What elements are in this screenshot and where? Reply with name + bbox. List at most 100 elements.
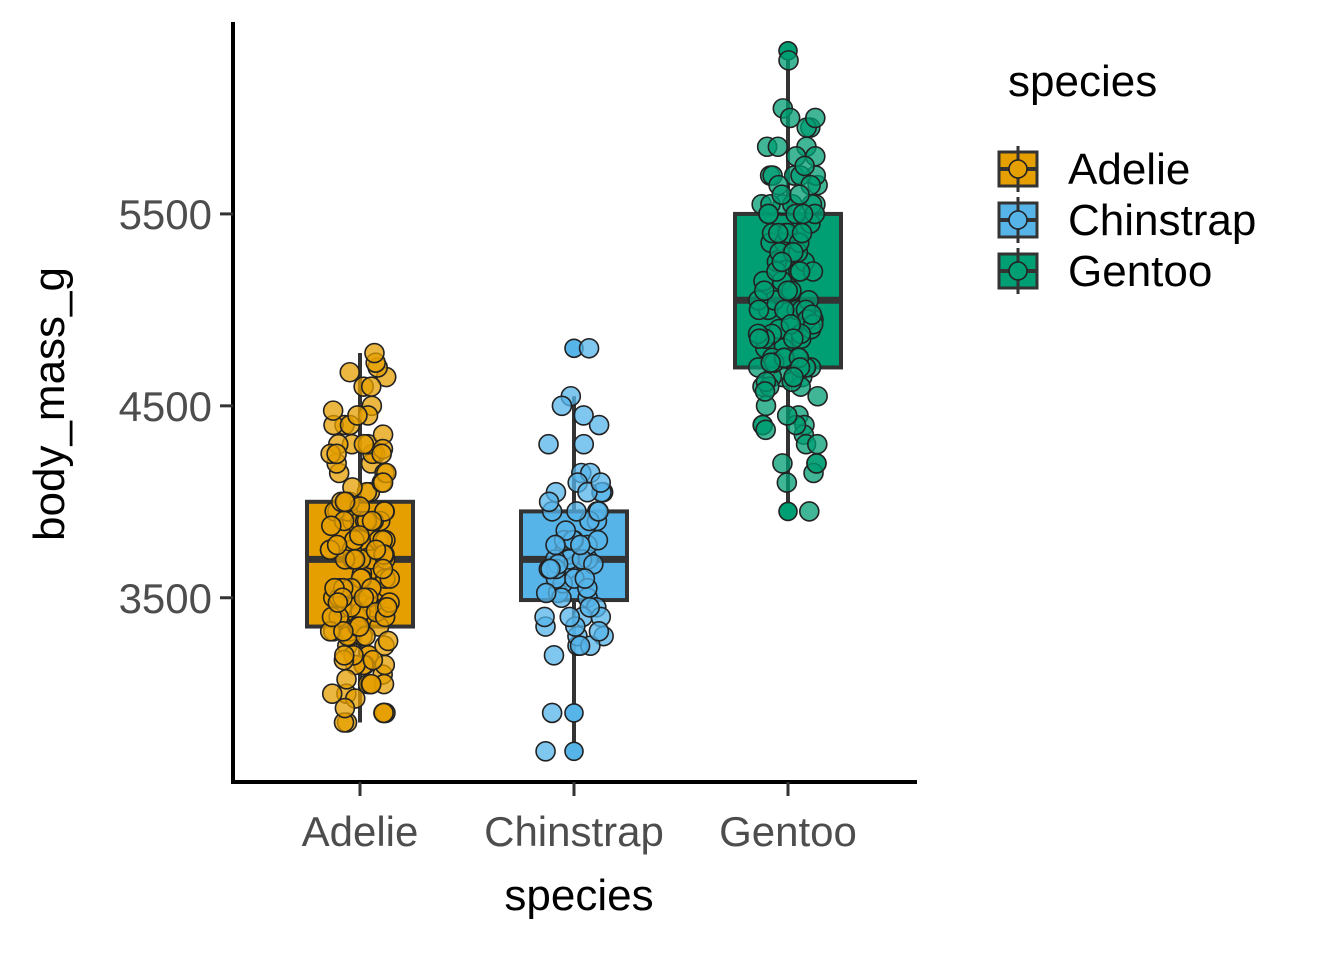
data-point bbox=[579, 597, 601, 618]
data-point bbox=[789, 261, 811, 282]
outlier-point bbox=[564, 703, 584, 723]
data-point bbox=[344, 549, 366, 570]
data-point bbox=[559, 606, 581, 628]
plot-area bbox=[305, 40, 843, 762]
data-point bbox=[535, 740, 556, 762]
data-point bbox=[373, 702, 394, 724]
data-point bbox=[776, 472, 798, 493]
data-point bbox=[777, 280, 798, 301]
data-point bbox=[771, 184, 793, 206]
data-point bbox=[748, 328, 770, 349]
data-point bbox=[783, 366, 804, 388]
data-point bbox=[372, 558, 394, 580]
data-point bbox=[336, 669, 357, 690]
data-point bbox=[371, 443, 392, 465]
data-point bbox=[566, 501, 587, 522]
data-point bbox=[801, 304, 823, 325]
data-point bbox=[771, 251, 793, 273]
data-point bbox=[333, 645, 355, 666]
data-point bbox=[353, 433, 375, 455]
data-point bbox=[587, 529, 609, 551]
data-point bbox=[327, 592, 349, 613]
data-point bbox=[360, 376, 382, 397]
legend-point bbox=[1008, 159, 1028, 179]
data-point bbox=[534, 606, 555, 628]
data-point bbox=[322, 400, 344, 421]
data-point bbox=[588, 501, 609, 522]
data-point bbox=[326, 534, 348, 556]
data-point bbox=[365, 539, 387, 561]
legend-label: Adelie bbox=[1068, 145, 1190, 194]
data-point bbox=[792, 203, 814, 225]
data-point bbox=[320, 515, 342, 537]
data-point bbox=[333, 621, 354, 642]
data-point bbox=[789, 184, 810, 206]
data-point bbox=[545, 534, 566, 556]
data-point bbox=[361, 510, 383, 532]
legend-label: Chinstrap bbox=[1068, 196, 1256, 245]
data-point bbox=[540, 558, 561, 580]
data-point bbox=[807, 385, 828, 407]
x-tick-label: Gentoo bbox=[719, 808, 857, 855]
data-point bbox=[758, 203, 779, 225]
data-point bbox=[755, 419, 776, 441]
legend-point bbox=[1008, 210, 1028, 230]
data-point bbox=[798, 501, 820, 522]
data-point bbox=[362, 649, 384, 671]
data-point bbox=[364, 342, 385, 364]
data-point bbox=[806, 433, 828, 455]
data-point bbox=[588, 621, 610, 642]
data-point bbox=[334, 697, 356, 719]
data-point bbox=[347, 405, 368, 426]
box-group-adelie bbox=[305, 342, 415, 733]
data-point bbox=[767, 136, 789, 158]
data-point bbox=[753, 280, 775, 301]
data-point bbox=[754, 381, 776, 402]
data-point bbox=[551, 395, 573, 417]
data-point bbox=[767, 222, 789, 244]
legend-key-adelie: Adelie bbox=[997, 145, 1190, 194]
data-point bbox=[791, 222, 813, 244]
outlier-point bbox=[778, 501, 798, 522]
outlier-point bbox=[564, 741, 584, 762]
y-axis-title: body_mass_g bbox=[25, 267, 74, 541]
data-point bbox=[555, 520, 577, 541]
data-point bbox=[541, 702, 563, 724]
data-point bbox=[321, 683, 343, 705]
x-axis-title: species bbox=[504, 871, 653, 920]
data-point bbox=[772, 453, 793, 474]
data-point bbox=[535, 582, 557, 604]
box-group-chinstrap bbox=[519, 337, 629, 762]
data-point bbox=[334, 491, 356, 513]
data-point bbox=[360, 673, 382, 695]
data-point bbox=[779, 107, 801, 129]
data-point bbox=[574, 568, 596, 589]
data-point bbox=[538, 433, 559, 455]
legend-point bbox=[1008, 261, 1028, 281]
data-point bbox=[326, 443, 347, 465]
data-point bbox=[778, 50, 799, 71]
data-point bbox=[573, 433, 595, 455]
legend-key-chinstrap: Chinstrap bbox=[997, 196, 1256, 245]
legend-key-gentoo: Gentoo bbox=[997, 247, 1212, 296]
data-point bbox=[570, 534, 591, 556]
data-point bbox=[353, 587, 375, 609]
axes: 3500 4500 5500 Adelie Chinstrap Gentoo speci… bbox=[25, 22, 917, 920]
data-point bbox=[588, 414, 610, 436]
data-point bbox=[538, 491, 560, 513]
data-point bbox=[578, 337, 600, 359]
data-point bbox=[372, 472, 394, 493]
y-ticks: 3500 4500 5500 bbox=[119, 191, 233, 622]
y-tick-label: 5500 bbox=[119, 191, 212, 238]
y-tick-label: 4500 bbox=[119, 383, 212, 430]
data-point bbox=[543, 645, 565, 666]
data-point bbox=[590, 472, 612, 493]
data-point bbox=[376, 597, 398, 618]
legend-label: Gentoo bbox=[1068, 247, 1212, 296]
data-point bbox=[573, 405, 594, 426]
data-point bbox=[349, 525, 370, 546]
data-point bbox=[782, 328, 804, 349]
